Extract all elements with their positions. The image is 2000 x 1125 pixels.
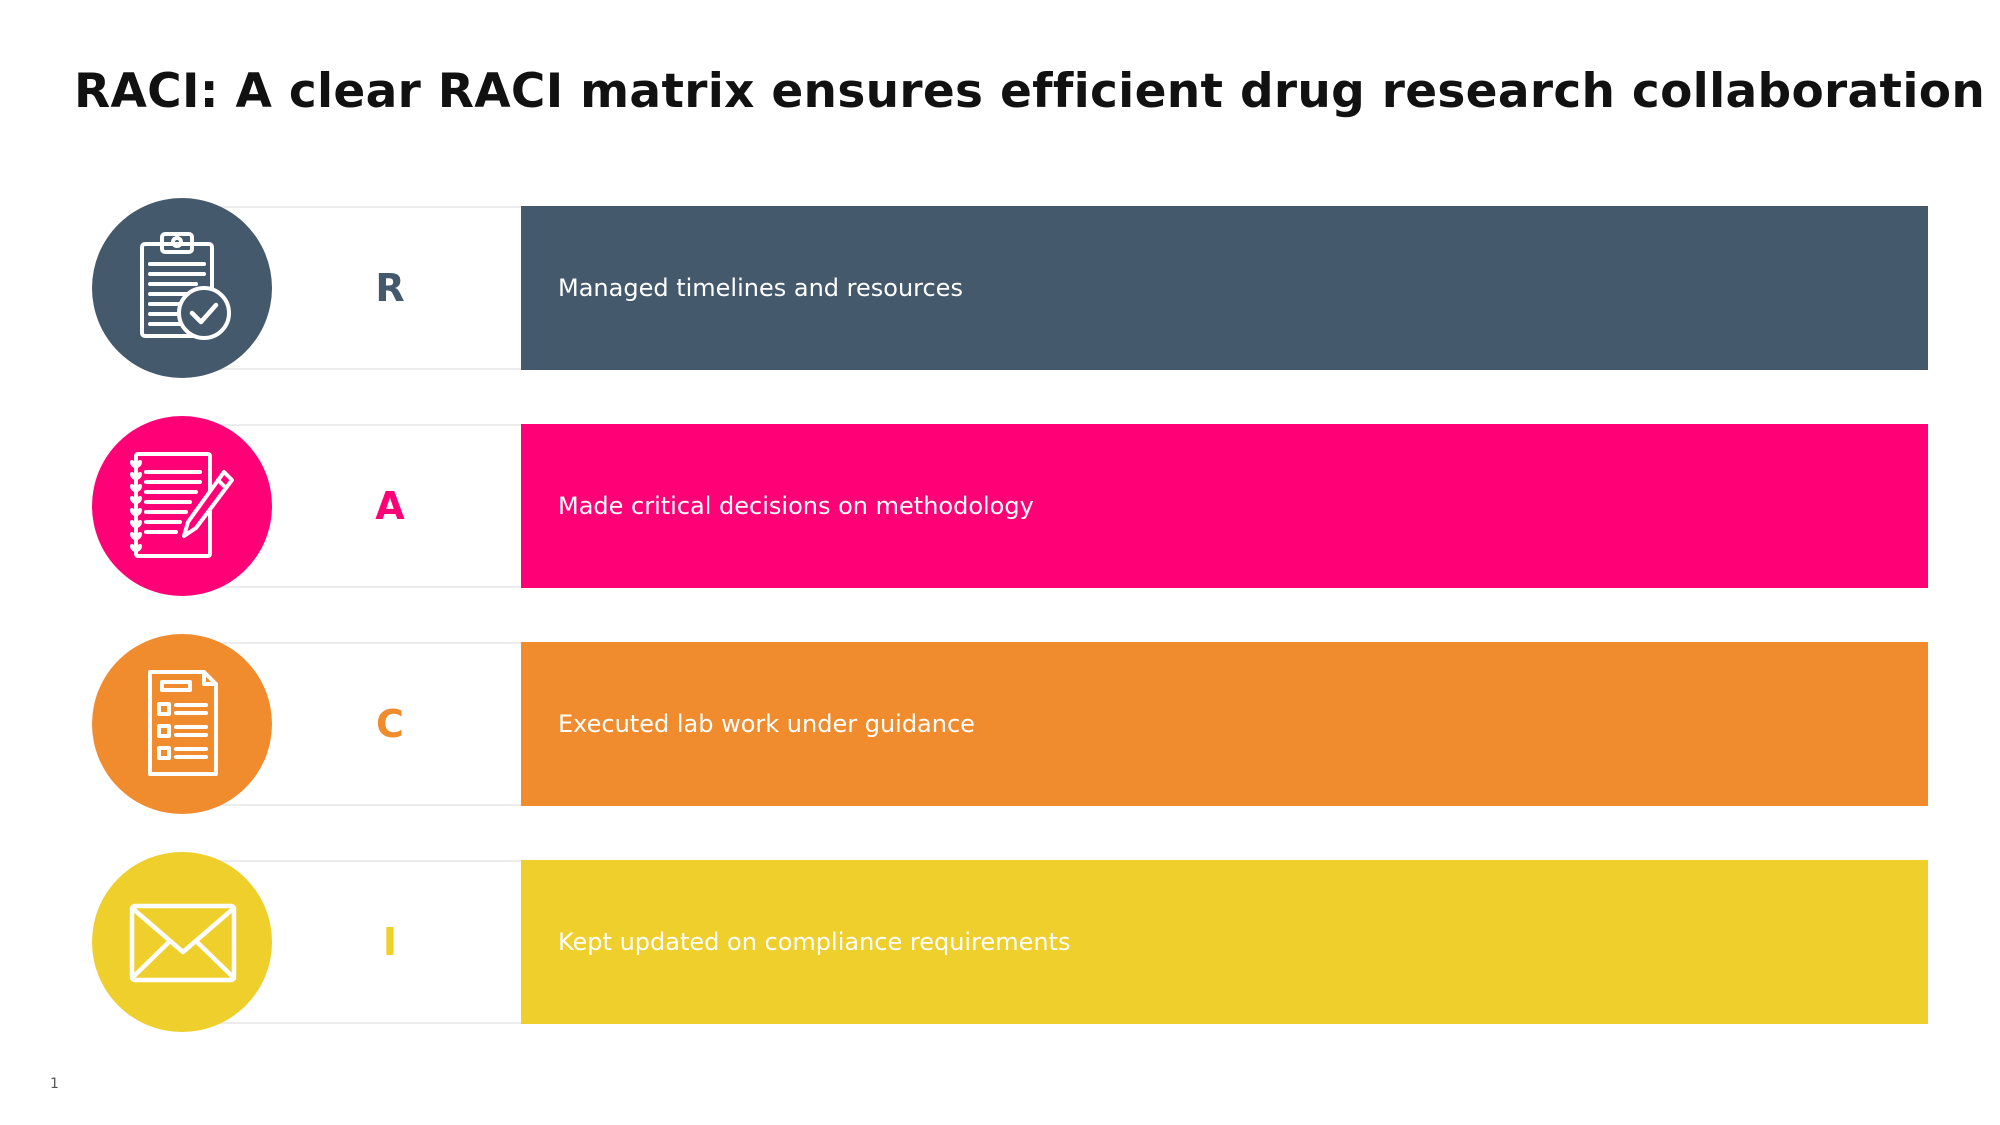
envelope-icon — [129, 903, 237, 983]
icon-circle — [92, 198, 272, 378]
raci-row-informed: I Kept updated on compliance requirement… — [0, 852, 2000, 1032]
raci-letter: I — [382, 920, 398, 964]
raci-letter: A — [375, 484, 405, 528]
raci-description: Made critical decisions on methodology — [558, 492, 1034, 520]
raci-description: Executed lab work under guidance — [558, 710, 975, 738]
clipboard-check-icon — [140, 232, 231, 340]
slide-title: RACI: A clear RACI matrix ensures effici… — [74, 64, 1986, 119]
checklist-document-icon — [148, 670, 218, 776]
raci-row-responsible: R Managed timelines and resources — [0, 198, 2000, 378]
raci-bar: Executed lab work under guidance — [521, 642, 1928, 806]
page-number: 1 — [50, 1076, 59, 1092]
raci-letter: C — [376, 702, 404, 746]
raci-bar: Made critical decisions on methodology — [521, 424, 1928, 588]
raci-row-accountable: A Made critical decisions on methodology — [0, 416, 2000, 596]
raci-row-consulted: C Executed lab work under guidance — [0, 634, 2000, 814]
raci-letter: R — [375, 266, 405, 310]
icon-circle — [92, 634, 272, 814]
icon-circle — [92, 416, 272, 596]
raci-description: Managed timelines and resources — [558, 274, 963, 302]
raci-description: Kept updated on compliance requirements — [558, 928, 1071, 956]
raci-bar: Kept updated on compliance requirements — [521, 860, 1928, 1024]
raci-bar: Managed timelines and resources — [521, 206, 1928, 370]
notebook-pencil-icon — [130, 452, 234, 558]
icon-circle — [92, 852, 272, 1032]
